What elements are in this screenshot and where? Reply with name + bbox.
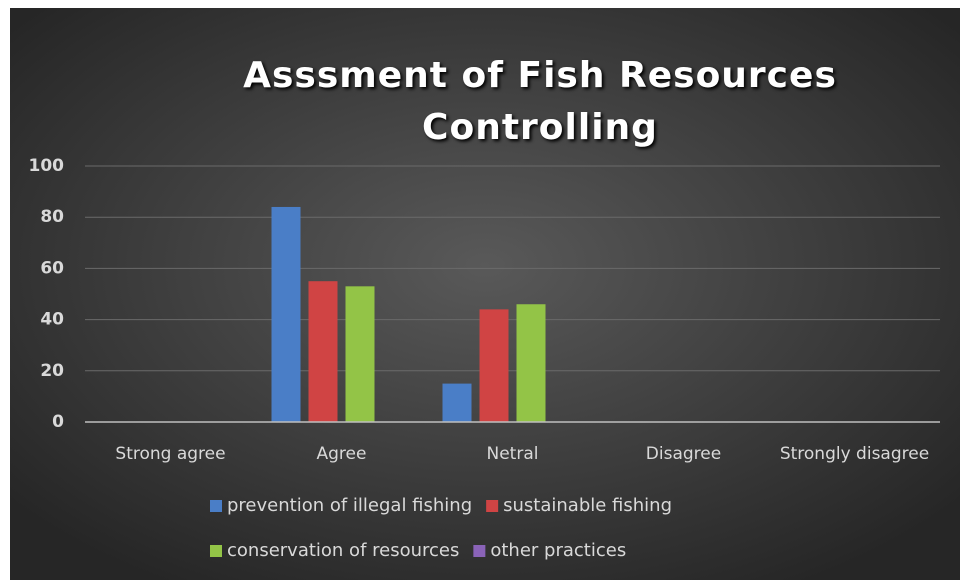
x-tick-label: Disagree — [646, 444, 721, 464]
legend-label: other practices — [490, 540, 626, 561]
legend-label: conservation of resources — [227, 540, 459, 561]
legend-swatch — [210, 500, 222, 512]
x-tick-label: Strongly disagree — [780, 444, 929, 464]
y-tick-label: 100 — [29, 156, 65, 176]
bar — [516, 304, 546, 422]
x-tick-label: Agree — [317, 444, 367, 464]
x-tick-label: Strong agree — [115, 444, 225, 464]
y-tick-label: 20 — [40, 361, 64, 381]
bar — [308, 281, 338, 422]
y-tick-label: 80 — [40, 207, 64, 227]
legend-label: prevention of illegal fishing — [227, 495, 472, 516]
legend-swatch — [486, 500, 499, 512]
legend-label: sustainable fishing — [503, 495, 672, 516]
y-tick-label: 0 — [52, 412, 64, 432]
legend-swatch — [473, 545, 486, 557]
bar — [479, 309, 509, 422]
chart-background — [10, 8, 960, 580]
y-tick-label: 60 — [40, 258, 64, 278]
chart-title: Asssment of Fish Resources Controlling — [243, 55, 837, 148]
y-tick-label: 40 — [40, 310, 64, 330]
bar — [271, 206, 301, 422]
legend-swatch — [210, 545, 222, 557]
x-tick-label: Netral — [487, 444, 539, 464]
bar — [345, 286, 375, 422]
bar — [442, 383, 472, 422]
